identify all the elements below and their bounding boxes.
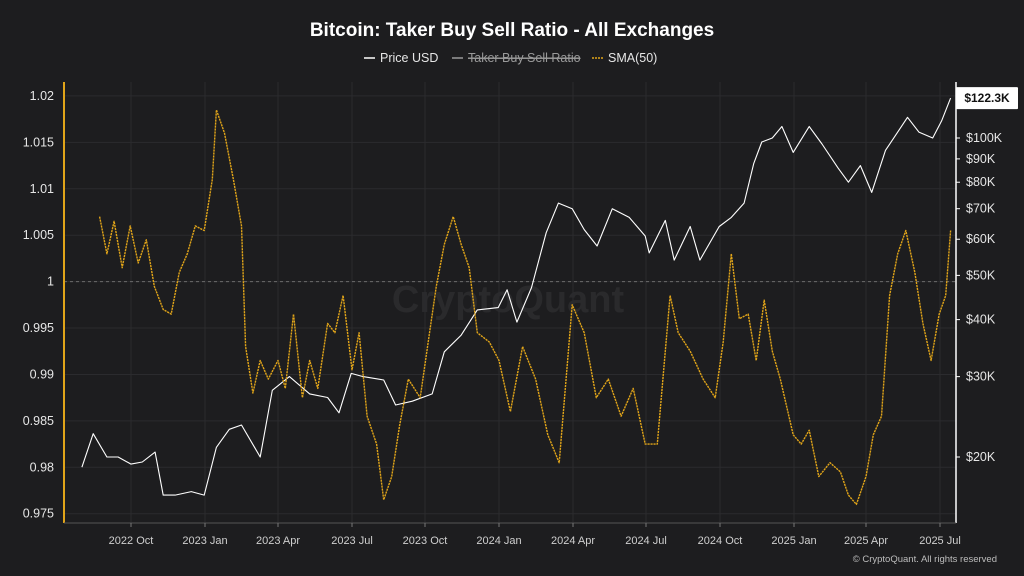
left-tick-label: 0.995 [23,321,54,335]
left-tick-label: 0.985 [23,414,54,428]
x-tick-label: 2023 Oct [403,535,448,547]
axis-labels: 1.02 1.015 1.01 1.005 1 0.995 0.99 0.985 0.98 0.9… [23,87,1018,547]
x-tick-label: 2024 Jan [476,535,521,547]
left-tick-label: 1.015 [23,135,54,149]
x-tick-label: 2023 Jan [182,535,227,547]
sma50-line [98,109,952,506]
chart-title: Bitcoin: Taker Buy Sell Ratio - All Exch… [310,20,714,41]
legend-label-sma: SMA(50) [608,51,657,65]
x-tick-label: 2025 Apr [844,535,888,547]
x-tick-label: 2024 Apr [551,535,595,547]
legend-label-price: Price USD [380,51,438,65]
left-tick-label: 1 [47,275,54,289]
left-tick-label: 0.99 [30,367,54,381]
copyright-footer: © CryptoQuant. All rights reserved [853,554,997,565]
x-tick-label: 2025 Jan [771,535,816,547]
left-tick-label: 0.975 [23,507,54,521]
legend-item-ratio[interactable]: Taker Buy Sell Ratio [452,51,581,65]
right-tick-label: $70K [966,202,996,216]
right-tick-label: $80K [966,175,996,189]
left-tick-label: 0.98 [30,460,54,474]
series [81,97,952,506]
right-tick-label: $90K [966,152,996,166]
right-tick-label: $30K [966,370,996,384]
left-tick-label: 1.01 [30,182,54,196]
grid [64,82,956,523]
legend-item-price[interactable]: Price USD [364,51,438,65]
x-tick-label: 2024 Oct [698,535,743,547]
legend-item-sma[interactable]: SMA(50) [592,51,657,65]
x-tick-label: 2023 Jul [331,535,373,547]
price-usd-line [81,97,952,496]
legend: Price USD Taker Buy Sell Ratio SMA(50) [364,51,657,65]
right-tick-label: $50K [966,268,996,282]
left-tick-label: 1.02 [30,89,54,103]
x-tick-label: 2025 Jul [919,535,961,547]
x-tick-label: 2023 Apr [256,535,300,547]
axes [63,82,960,527]
last-price-badge [956,87,1018,110]
x-tick-label: 2024 Jul [625,535,667,547]
right-tick-label: $60K [966,232,996,246]
right-tick-label: $20K [966,450,996,464]
watermark: CryptoQuant [392,279,625,321]
right-tick-label: $40K [966,313,996,327]
left-tick-label: 1.005 [23,228,54,242]
last-price-label: $122.3K [964,91,1010,105]
right-tick-label: $100K [966,131,1003,145]
x-tick-label: 2022 Oct [109,535,154,547]
